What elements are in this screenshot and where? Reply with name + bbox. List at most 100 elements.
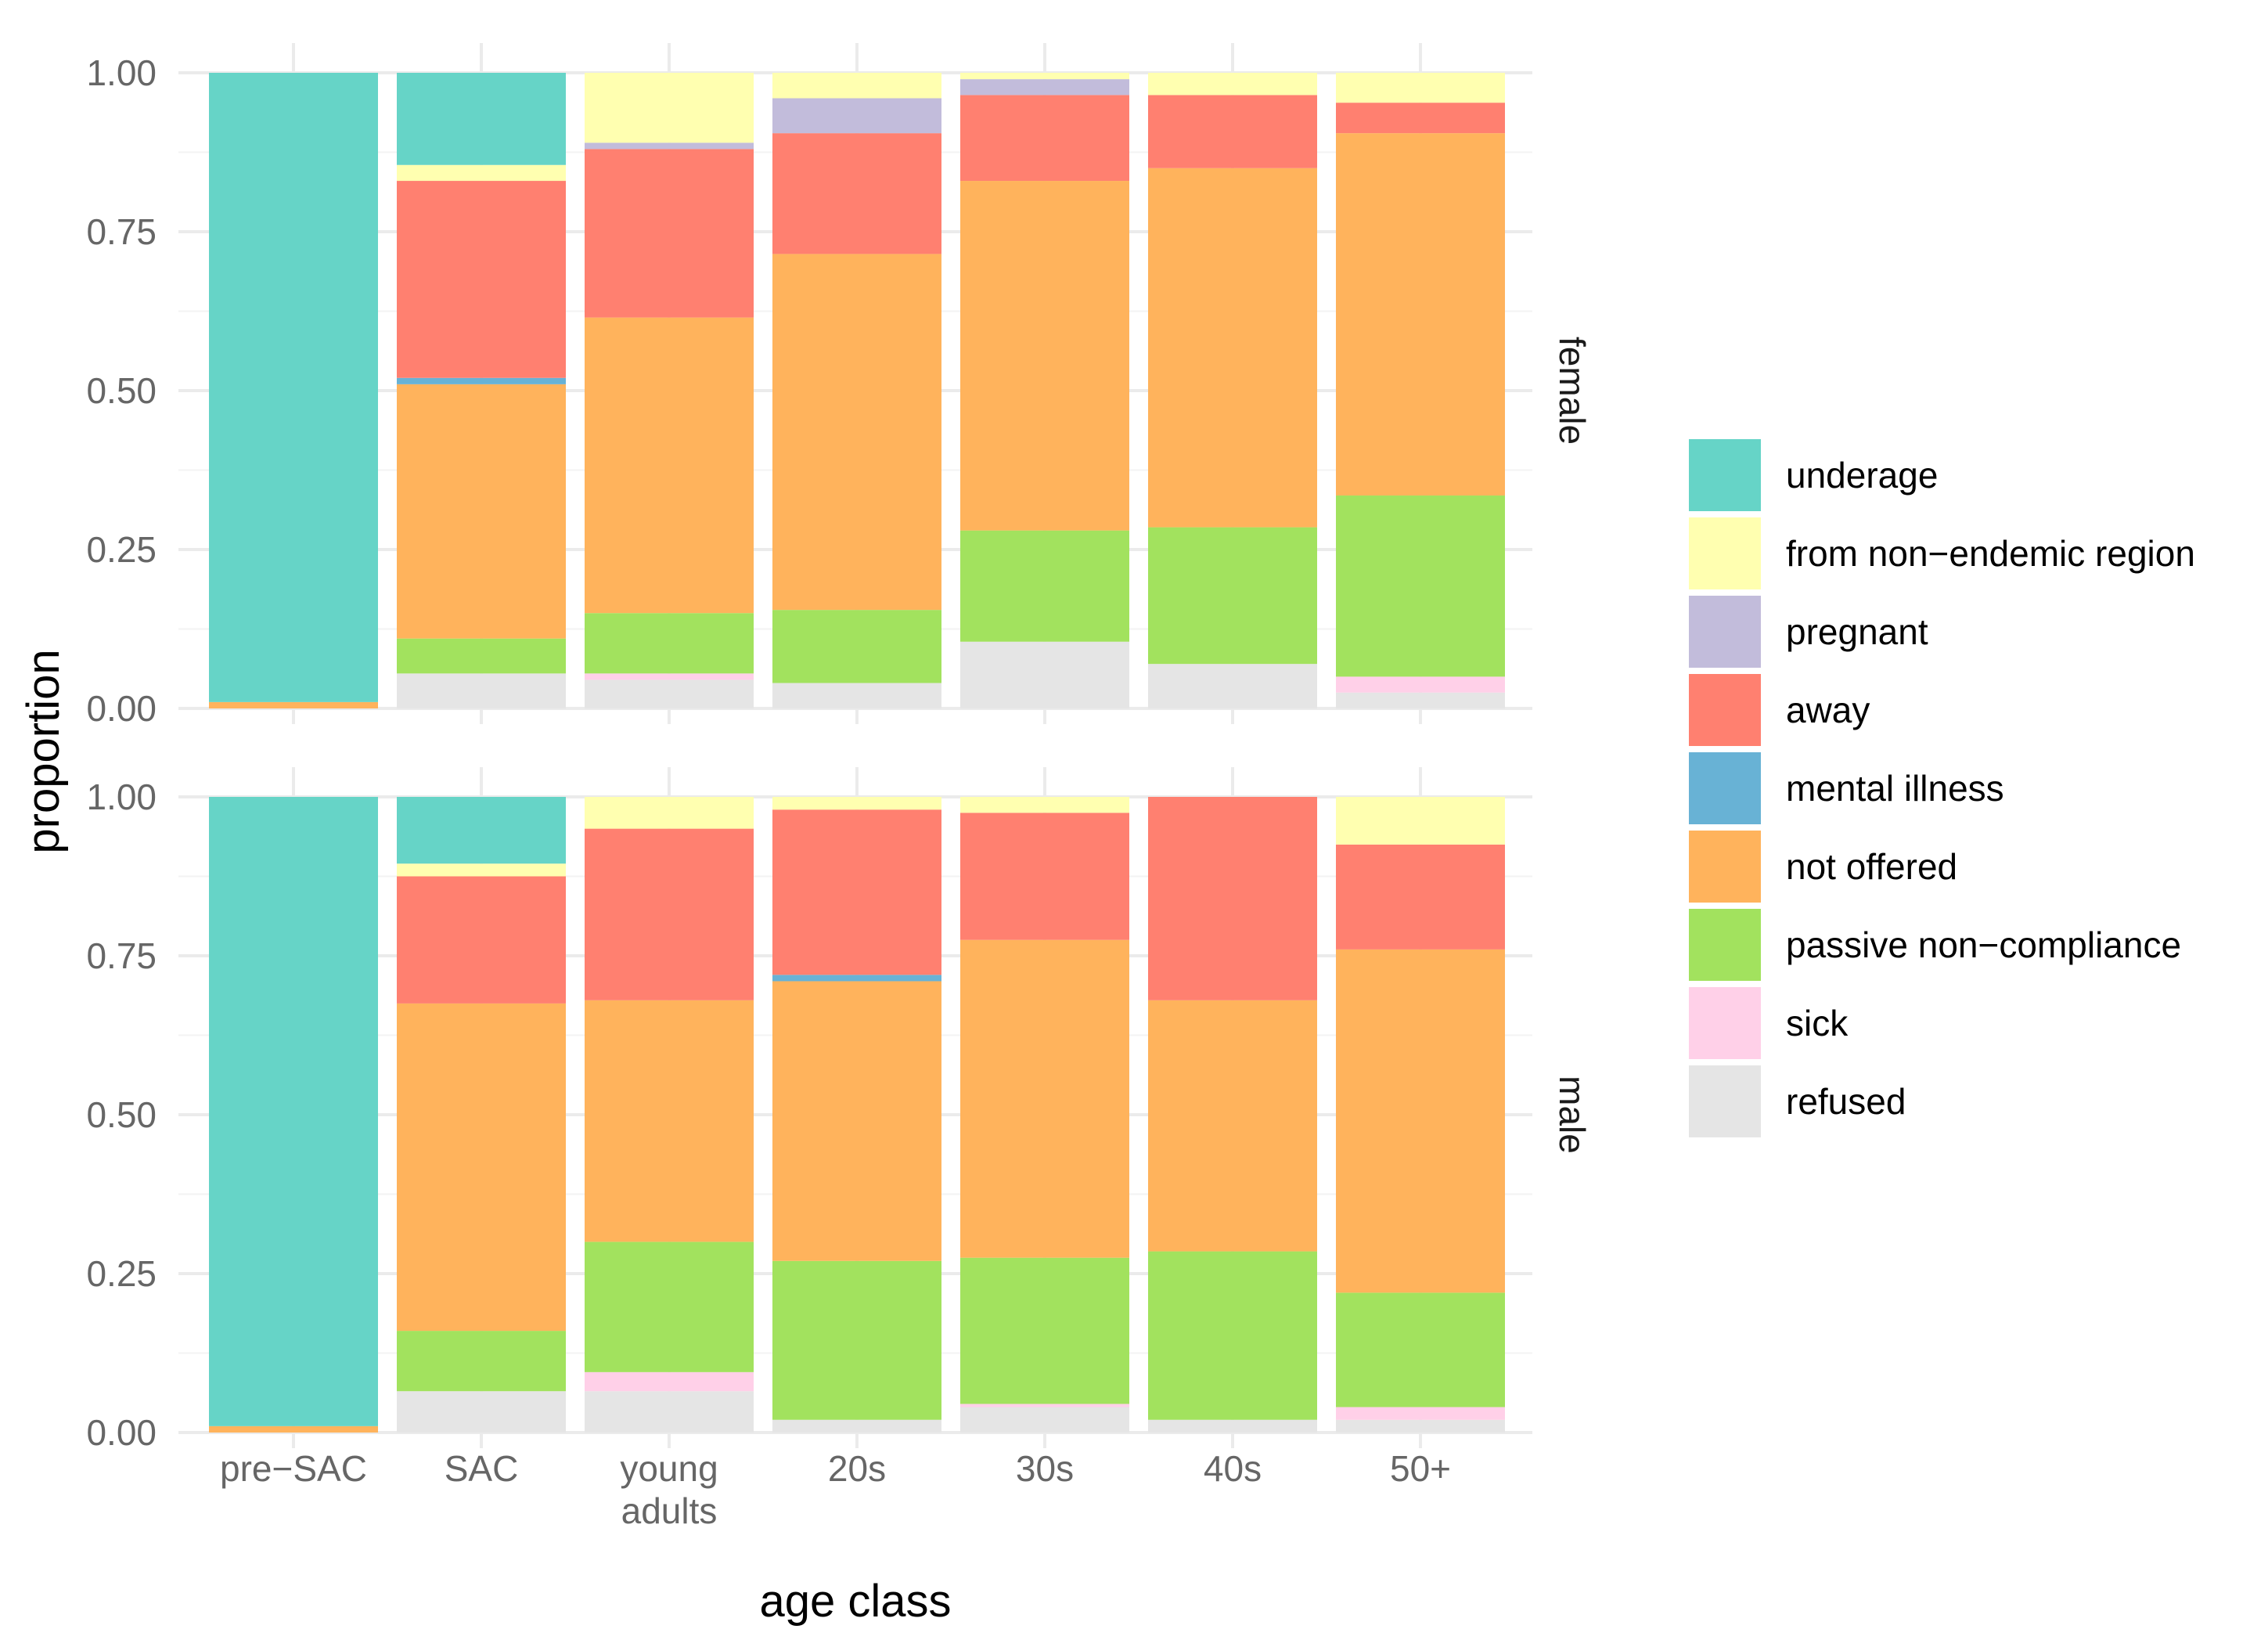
- bar-segment-male-30s-from-non-endemic-region: [960, 797, 1129, 813]
- bar-segment-female-sac-mental-illness: [397, 377, 566, 384]
- y-tick-label-male: 0.50: [86, 1094, 157, 1135]
- legend-key-sick: [1689, 987, 1761, 1059]
- bar-segment-female-30s-refused: [960, 641, 1129, 708]
- legend-key-not-offered: [1689, 831, 1761, 903]
- bar-segment-male-50-from-non-endemic-region: [1336, 797, 1505, 845]
- bar-segment-female-50-refused: [1336, 692, 1505, 708]
- y-axis-title: proportion: [18, 649, 69, 853]
- bar-segment-male-40s-not-offered: [1148, 1000, 1317, 1252]
- facet-strip-female: female: [1552, 337, 1593, 445]
- bar-segment-female-20s-refused: [772, 683, 941, 708]
- bar-segment-male-young-adults-away: [585, 828, 754, 1000]
- y-tick-label-male: 1.00: [86, 777, 157, 817]
- bar-segment-male-20s-from-non-endemic-region: [772, 797, 941, 810]
- bar-segment-male-sac-underage: [397, 797, 566, 864]
- legend-key-mental-illness: [1689, 752, 1761, 824]
- y-tick-label-female: 0.75: [86, 211, 157, 252]
- bar-segment-female-30s-from-non-endemic-region: [960, 73, 1129, 80]
- bar-segment-male-young-adults-not-offered: [585, 1000, 754, 1242]
- bar-segment-male-pre-sac-underage: [209, 797, 378, 1426]
- legend-label-passive-non-compliance: passive non−compliance: [1786, 924, 2181, 965]
- bar-segment-female-20s-pregnant: [772, 98, 941, 134]
- bar-segment-female-50-not-offered: [1336, 133, 1505, 496]
- y-tick-label-male: 0.00: [86, 1412, 157, 1453]
- legend-key-from-non-endemic-region: [1689, 517, 1761, 589]
- bar-segment-male-sac-passive-non-compliance: [397, 1331, 566, 1392]
- x-tick-label-40s: 40s: [1204, 1448, 1262, 1489]
- bar-segment-male-50-away: [1336, 844, 1505, 950]
- bar-segment-female-40s-refused: [1148, 664, 1317, 708]
- bar-segment-male-sac-away: [397, 876, 566, 1004]
- x-axis-title: age class: [759, 1576, 951, 1627]
- bar-segment-female-50-from-non-endemic-region: [1336, 73, 1505, 103]
- bar-segment-female-40s-not-offered: [1148, 168, 1317, 528]
- bar-segment-female-pre-sac-not-offered: [209, 701, 378, 708]
- legend-label-pregnant: pregnant: [1786, 611, 1928, 652]
- y-tick-label-female: 0.50: [86, 370, 157, 411]
- legend-label-sick: sick: [1786, 1003, 1849, 1043]
- bar-segment-male-50-sick: [1336, 1407, 1505, 1420]
- x-tick-label-sac: SAC: [445, 1448, 519, 1489]
- bar-segment-male-40s-passive-non-compliance: [1148, 1251, 1317, 1420]
- bar-segment-female-sac-refused: [397, 673, 566, 708]
- bar-segment-male-young-adults-sick: [585, 1371, 754, 1392]
- y-tick-label-female: 0.00: [86, 688, 157, 729]
- bar-segment-male-sac-not-offered: [397, 1003, 566, 1332]
- bar-segment-male-50-refused: [1336, 1419, 1505, 1433]
- bar-segment-male-50-passive-non-compliance: [1336, 1292, 1505, 1407]
- bar-segment-female-young-adults-passive-non-compliance: [585, 613, 754, 674]
- bar-segment-male-30s-sick: [960, 1404, 1129, 1407]
- y-tick-label-male: 0.75: [86, 935, 157, 976]
- bar-segment-male-sac-from-non-endemic-region: [397, 863, 566, 877]
- bar-segment-female-30s-passive-non-compliance: [960, 530, 1129, 642]
- bar-segment-female-40s-away: [1148, 95, 1317, 168]
- bar-segment-male-50-not-offered: [1336, 949, 1505, 1293]
- bar-segment-female-young-adults-from-non-endemic-region: [585, 73, 754, 143]
- y-tick-label-female: 1.00: [86, 52, 157, 93]
- x-tick-label-50: 50+: [1390, 1448, 1451, 1489]
- legend-key-underage: [1689, 439, 1761, 511]
- bar-segment-female-young-adults-sick: [585, 673, 754, 680]
- bar-segment-female-20s-from-non-endemic-region: [772, 73, 941, 99]
- bar-segment-female-20s-away: [772, 133, 941, 254]
- bar-segment-male-20s-passive-non-compliance: [772, 1260, 941, 1420]
- bar-segment-female-40s-passive-non-compliance: [1148, 527, 1317, 665]
- bars: [209, 73, 1505, 1433]
- bar-segment-female-pre-sac-underage: [209, 73, 378, 702]
- legend-label-refused: refused: [1786, 1081, 1906, 1122]
- y-tick-label-female: 0.25: [86, 529, 157, 570]
- bar-segment-female-30s-not-offered: [960, 181, 1129, 531]
- bar-segment-male-30s-not-offered: [960, 939, 1129, 1258]
- bar-segment-female-young-adults-away: [585, 149, 754, 318]
- axes: 0.00 0.25 0.50 0.75 1.00 0.00 0.25 0.50 0.75 1.00…: [18, 52, 1451, 1627]
- x-tick-label-young-adults: young adults: [620, 1448, 718, 1531]
- bar-segment-male-young-adults-from-non-endemic-region: [585, 797, 754, 829]
- bar-segment-female-young-adults-not-offered: [585, 317, 754, 614]
- bar-segment-female-20s-not-offered: [772, 254, 941, 611]
- bar-segment-female-young-adults-refused: [585, 679, 754, 708]
- bar-segment-female-sac-from-non-endemic-region: [397, 164, 566, 182]
- bar-segment-female-50-sick: [1336, 676, 1505, 693]
- bar-segment-female-sac-underage: [397, 73, 566, 165]
- legend-key-pregnant: [1689, 596, 1761, 668]
- bar-segment-female-sac-away: [397, 181, 566, 378]
- facet-strips: female male: [1552, 337, 1593, 1154]
- legend: underage from non−endemic region pregnant a…: [1689, 439, 2195, 1137]
- bar-segment-female-20s-passive-non-compliance: [772, 610, 941, 683]
- bar-segment-male-30s-away: [960, 813, 1129, 940]
- bar-segment-female-50-passive-non-compliance: [1336, 495, 1505, 677]
- x-tick-label-30s: 30s: [1016, 1448, 1074, 1489]
- bar-segment-male-young-adults-refused: [585, 1391, 754, 1433]
- bar-segment-male-40s-away: [1148, 797, 1317, 1000]
- bar-segment-male-young-adults-passive-non-compliance: [585, 1242, 754, 1372]
- bar-segment-female-sac-passive-non-compliance: [397, 638, 566, 674]
- legend-label-not-offered: not offered: [1786, 846, 1957, 887]
- legend-key-refused: [1689, 1065, 1761, 1137]
- bar-segment-male-30s-refused: [960, 1407, 1129, 1433]
- legend-label-mental-illness: mental illness: [1786, 768, 2004, 809]
- bar-segment-female-young-adults-pregnant: [585, 142, 754, 150]
- bar-segment-female-50-away: [1336, 103, 1505, 134]
- bar-segment-male-20s-not-offered: [772, 981, 941, 1261]
- legend-label-underage: underage: [1786, 455, 1938, 496]
